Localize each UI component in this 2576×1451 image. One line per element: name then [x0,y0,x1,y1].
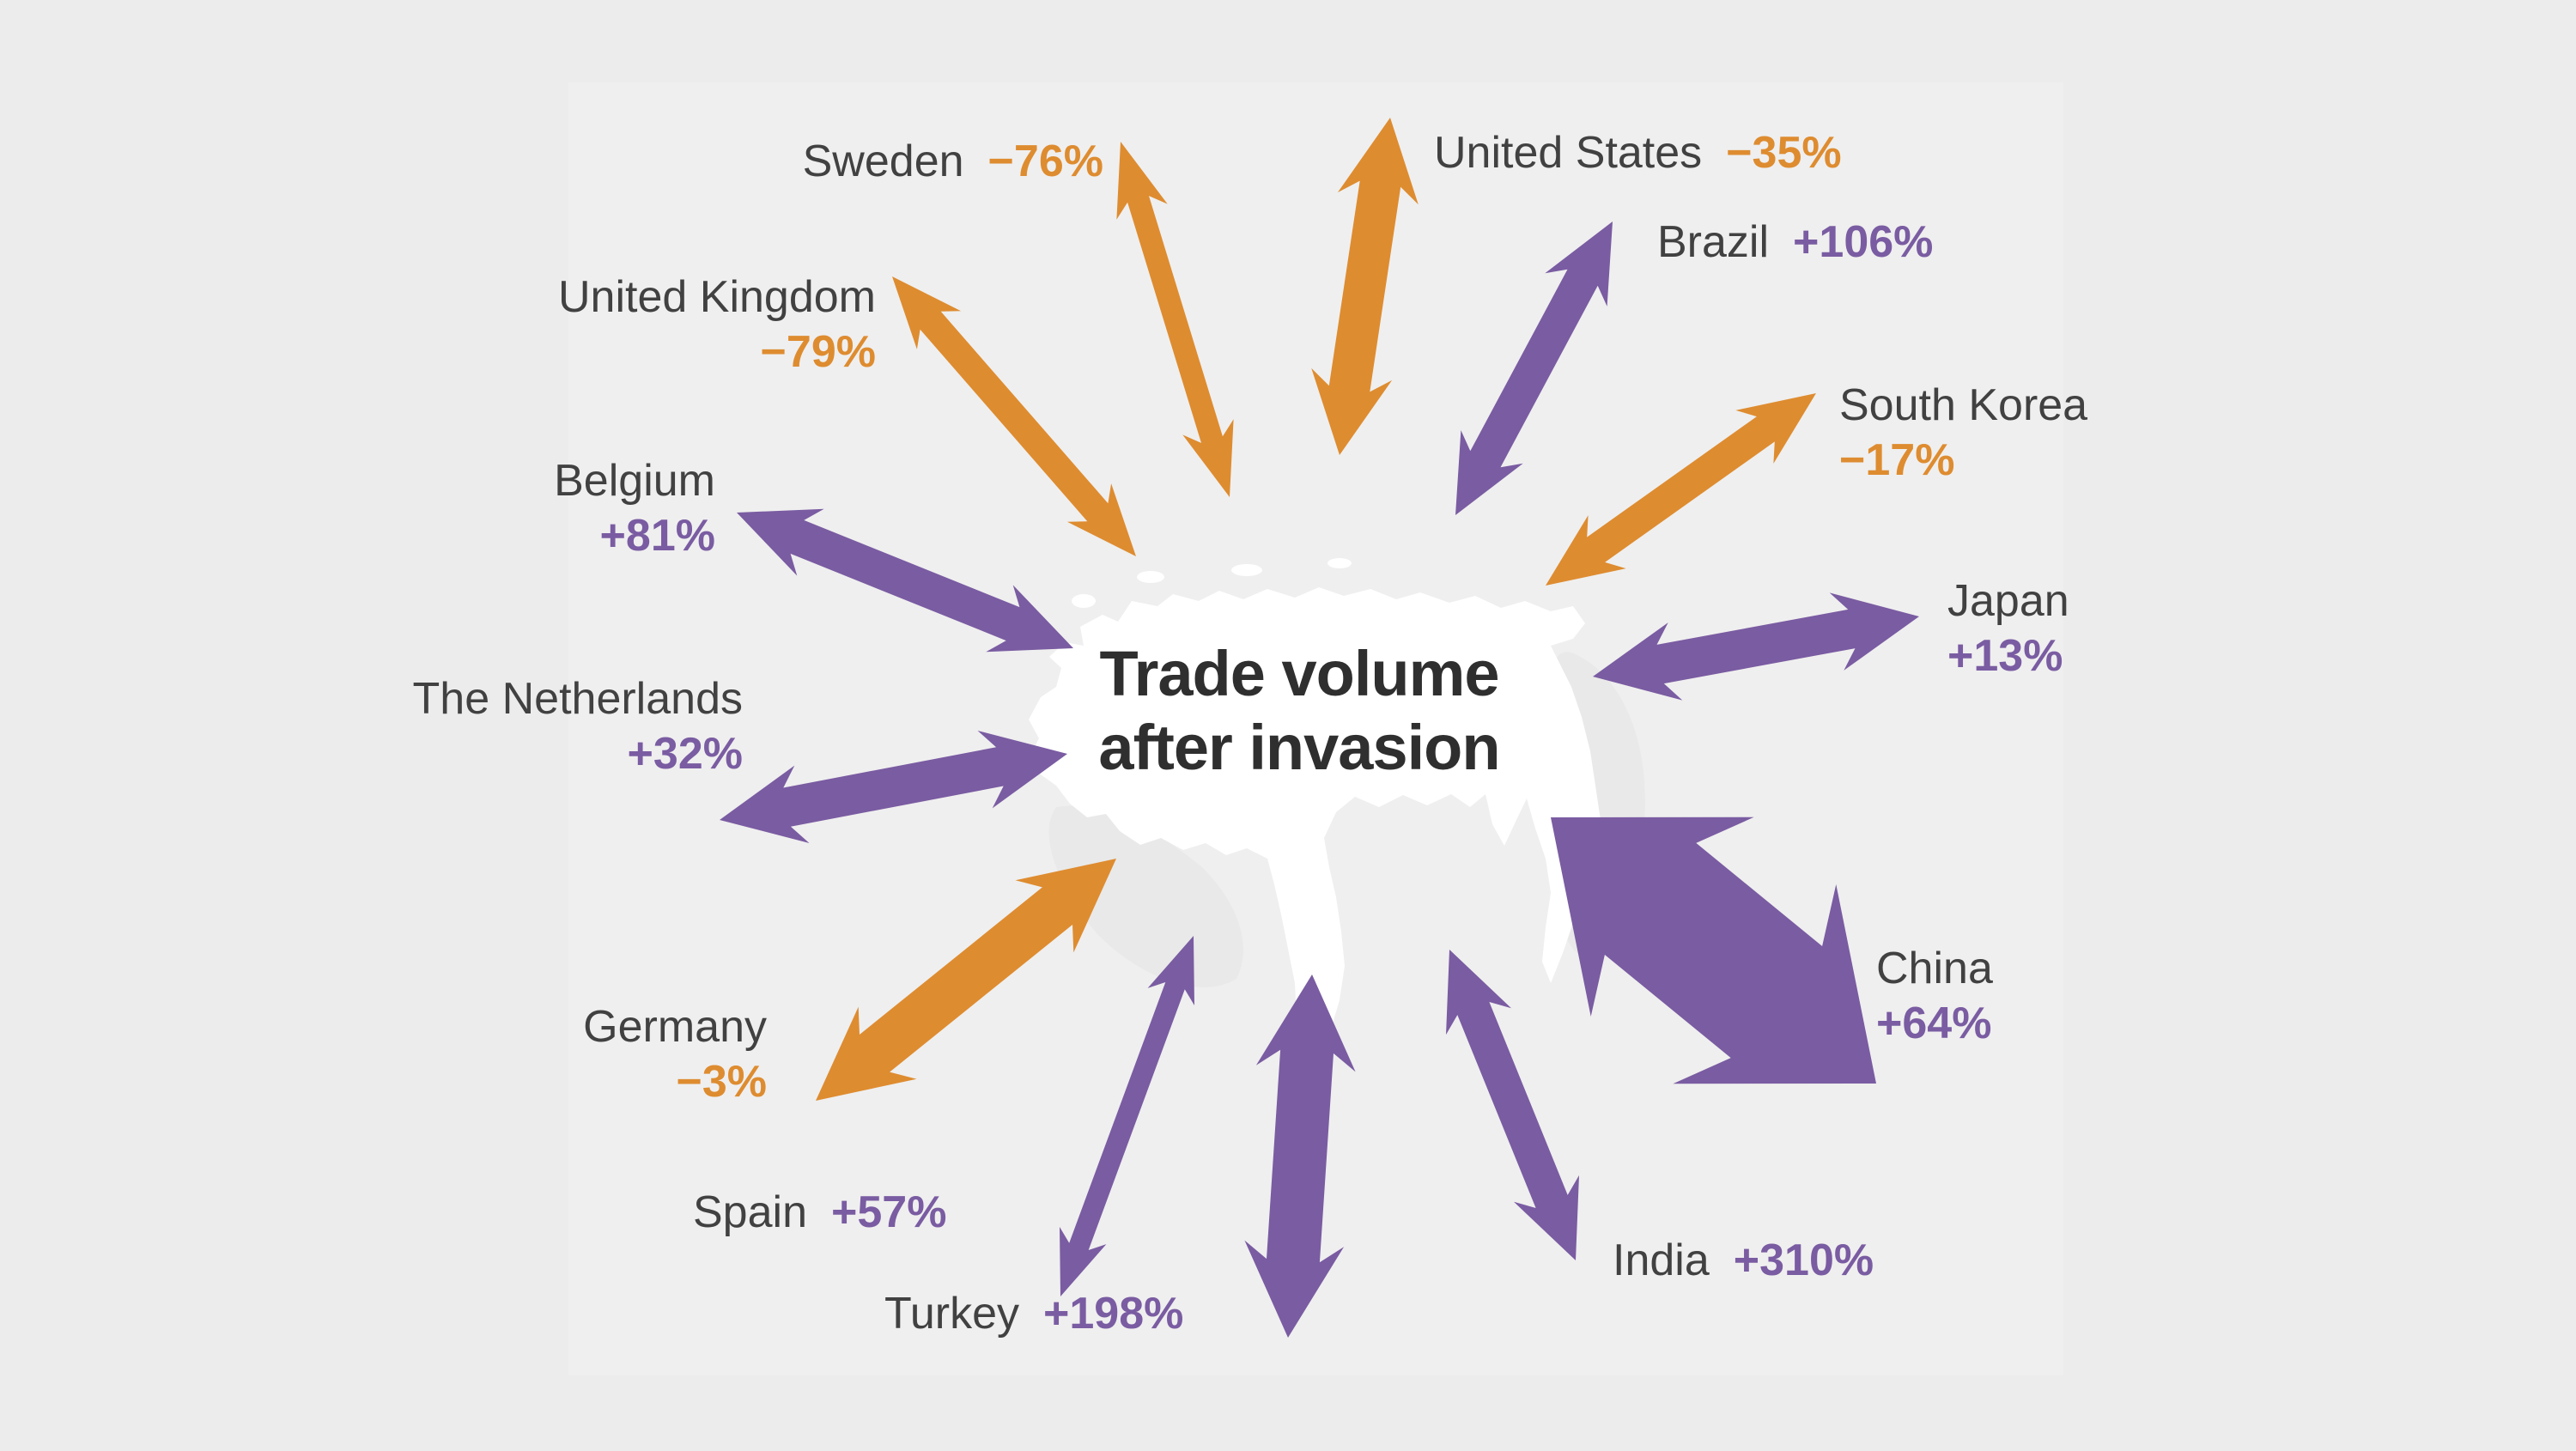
trade-arrow-netherlands [720,731,1067,843]
country-label-belgium: Belgium +81% [554,453,715,563]
country-name-china: China [1876,944,1993,993]
country-name-spain: Spain [693,1187,807,1237]
country-name-united-kingdom: United Kingdom [558,272,876,322]
trade-arrow-brazil [1455,222,1613,515]
country-label-germany: Germany −3% [583,999,767,1109]
country-name-sweden: Sweden [802,137,964,186]
country-value-turkey: +198% [1043,1289,1184,1339]
trade-arrow-spain [1060,936,1194,1296]
trade-arrow-china [1551,817,1876,1084]
country-value-united-states: −35% [1726,128,1842,178]
country-name-brazil: Brazil [1657,217,1770,267]
country-label-china: China +64% [1876,941,1993,1051]
country-value-china: +64% [1876,999,1992,1048]
country-name-india: India [1613,1235,1710,1285]
faint-land-south [1048,805,1243,987]
country-label-brazil: Brazil +106% [1657,215,1933,270]
island [1072,594,1096,608]
island [1231,564,1262,576]
country-label-united-states: United States −35% [1434,125,1842,180]
country-value-south-korea: −17% [1839,435,1955,485]
country-value-netherlands: +32% [627,729,743,779]
country-value-brazil: +106% [1793,217,1934,267]
country-label-sweden: Sweden −76% [803,134,1103,189]
country-value-belgium: +81% [599,511,715,561]
chart-title-line2: after invasion [1098,712,1500,783]
country-label-united-kingdom: United Kingdom −79% [558,270,876,379]
country-name-south-korea: South Korea [1839,380,2088,430]
country-value-united-kingdom: −79% [760,327,876,377]
island [1137,571,1164,583]
trade-arrow-turkey [1244,974,1356,1338]
country-value-germany: −3% [676,1057,767,1107]
country-label-netherlands: The Netherlands +32% [413,671,743,781]
arctic-islands [1072,558,1352,608]
country-label-japan: Japan +13% [1947,574,2069,683]
country-name-netherlands: The Netherlands [412,674,743,724]
country-label-india: India +310% [1613,1233,1874,1288]
trade-arrow-united-states [1311,118,1419,455]
country-value-japan: +13% [1947,631,2063,681]
trade-arrow-japan [1593,592,1919,701]
chart-title: Trade volume after invasion [1024,637,1574,785]
country-name-germany: Germany [583,1002,767,1052]
trade-arrow-sweden [1116,142,1234,497]
russia-map-silhouette [1028,587,1601,1108]
country-name-turkey: Turkey [884,1289,1019,1339]
chart-title-line1: Trade volume [1099,638,1499,709]
island [1327,558,1352,568]
trade-arrow-united-kingdom [892,276,1136,556]
trade-arrow-germany [816,859,1116,1101]
country-label-turkey: Turkey +198% [884,1286,1183,1341]
country-value-india: +310% [1733,1235,1874,1285]
country-label-south-korea: South Korea −17% [1839,378,2087,488]
trade-arrow-belgium [737,508,1073,653]
country-name-belgium: Belgium [554,456,715,506]
country-name-japan: Japan [1947,576,2069,626]
country-value-sweden: −76% [987,137,1103,186]
country-name-united-states: United States [1434,128,1703,178]
trade-arrow-india [1446,950,1579,1260]
country-label-spain: Spain +57% [693,1185,946,1240]
country-value-spain: +57% [831,1187,947,1237]
trade-arrow-south-korea [1546,393,1816,586]
